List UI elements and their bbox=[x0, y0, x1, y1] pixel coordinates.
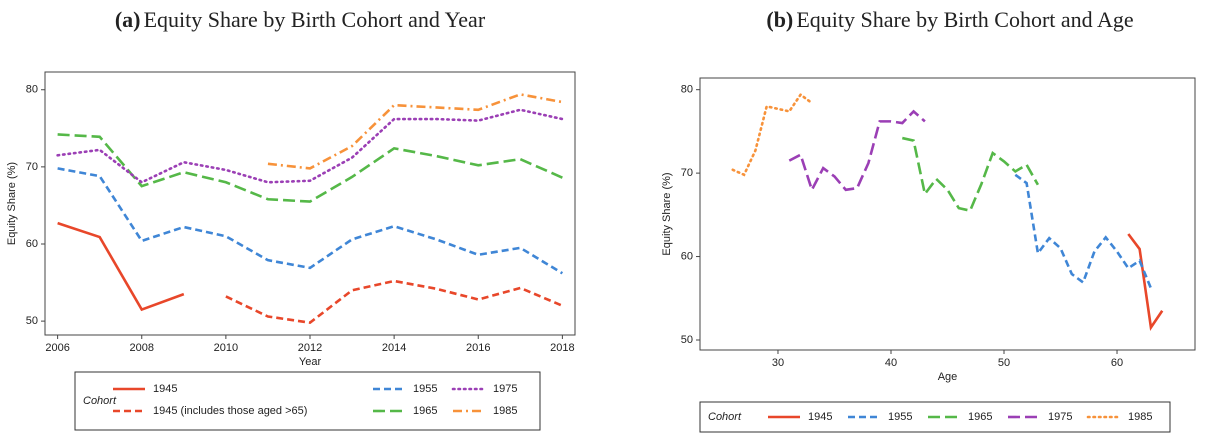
legend-label: 1985 bbox=[1128, 411, 1152, 423]
series-line bbox=[267, 93, 563, 170]
legend-label: 1945 bbox=[153, 383, 177, 395]
series-line bbox=[57, 221, 185, 312]
legend-label: 1945 bbox=[808, 411, 832, 423]
y-tick-label: 70 bbox=[681, 167, 693, 179]
series-line bbox=[902, 136, 1040, 213]
legend-label: 1965 bbox=[413, 405, 437, 417]
x-tick-label: 60 bbox=[1111, 357, 1123, 369]
x-tick-label: 2012 bbox=[298, 342, 322, 354]
y-tick-label: 80 bbox=[681, 84, 693, 96]
x-tick-label: 2010 bbox=[214, 342, 238, 354]
panel-label: (b) bbox=[766, 7, 793, 32]
legend-title: Cohort bbox=[708, 411, 742, 423]
series-line bbox=[56, 108, 564, 184]
legend-label: 1955 bbox=[413, 383, 437, 395]
legend-label: 1975 bbox=[493, 383, 517, 395]
legend-label: 1965 bbox=[968, 411, 992, 423]
series-line bbox=[57, 167, 564, 275]
x-axis-label: Year bbox=[299, 356, 322, 368]
legend-label: 1975 bbox=[1048, 411, 1072, 423]
legend-label: 1955 bbox=[888, 411, 912, 423]
series-line bbox=[57, 133, 563, 203]
y-tick-label: 80 bbox=[26, 84, 38, 96]
x-tick-label: 30 bbox=[772, 357, 784, 369]
y-tick-label: 60 bbox=[26, 238, 38, 250]
x-tick-label: 2006 bbox=[45, 342, 69, 354]
y-axis-label: Equity Share (%) bbox=[661, 172, 673, 255]
panel-label: (a) bbox=[115, 7, 141, 32]
legend-label: 1985 bbox=[493, 405, 517, 417]
legend-label: 1945 (includes those aged >65) bbox=[153, 405, 307, 417]
x-tick-label: 2018 bbox=[550, 342, 574, 354]
y-axis-label: Equity Share (%) bbox=[6, 162, 18, 245]
x-tick-label: 2014 bbox=[382, 342, 406, 354]
y-tick-label: 70 bbox=[26, 161, 38, 173]
y-tick-label: 50 bbox=[26, 315, 38, 327]
series-line bbox=[1014, 173, 1153, 289]
panel-title: (a) Equity Share by Birth Cohort and Yea… bbox=[115, 7, 486, 32]
y-tick-label: 50 bbox=[681, 334, 693, 346]
series-line bbox=[788, 109, 926, 194]
x-tick-label: 40 bbox=[885, 357, 897, 369]
series-line bbox=[225, 279, 563, 325]
y-tick-label: 60 bbox=[681, 250, 693, 262]
plot-frame bbox=[699, 77, 1196, 351]
series-line bbox=[731, 92, 814, 177]
x-tick-label: 2008 bbox=[130, 342, 154, 354]
legend-box bbox=[74, 371, 541, 431]
x-axis-label: Age bbox=[938, 371, 958, 383]
series-line bbox=[1127, 233, 1164, 331]
x-tick-label: 50 bbox=[998, 357, 1010, 369]
x-tick-label: 2016 bbox=[466, 342, 490, 354]
legend-title: Cohort bbox=[83, 395, 117, 407]
panel-title: (b) Equity Share by Birth Cohort and Age bbox=[766, 7, 1133, 32]
title-text: Equity Share by Birth Cohort and Age bbox=[796, 7, 1133, 32]
title-text: Equity Share by Birth Cohort and Year bbox=[144, 7, 486, 32]
